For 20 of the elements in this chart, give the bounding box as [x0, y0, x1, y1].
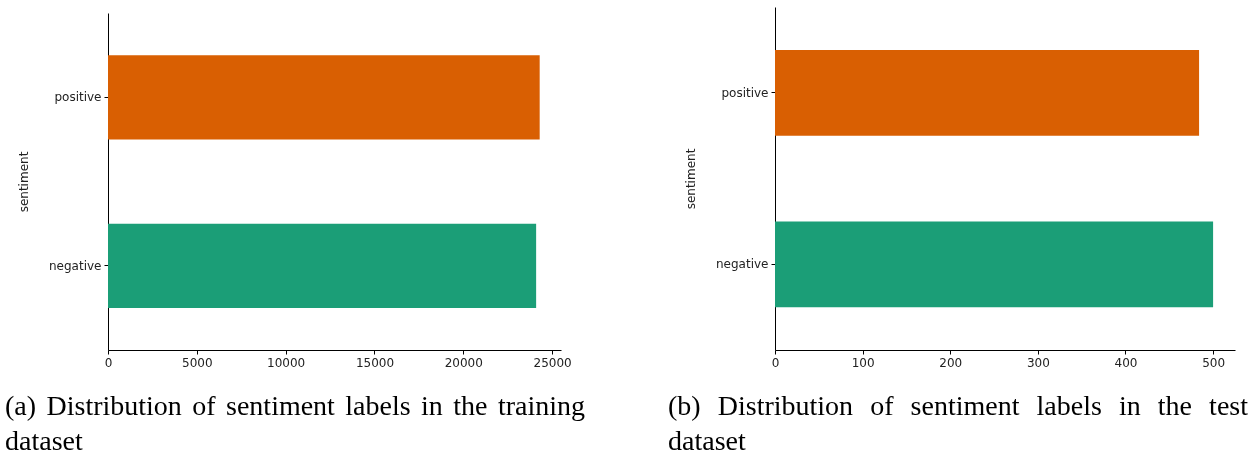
- y-axis-title: sentiment: [17, 151, 32, 213]
- x-tick-label: 5000: [182, 355, 213, 370]
- y-tick-label: negative: [49, 258, 102, 273]
- x-tick-label: 0: [771, 355, 780, 370]
- x-tick-label: 15000: [355, 355, 395, 370]
- x-tick-label: 25000: [533, 355, 572, 370]
- y-tick-label: negative: [716, 257, 769, 272]
- text: (a) Distribution of sentiment labels in the training dataset: [5, 389, 585, 458]
- y-tick-label: positive: [54, 90, 102, 105]
- x-tick-label: 400: [1114, 355, 1138, 370]
- x-tick-label: 200: [939, 355, 963, 370]
- y-axis-title: sentiment: [684, 148, 699, 210]
- x-tick-label: 500: [1202, 355, 1226, 370]
- x-tick-label: 0: [104, 355, 113, 370]
- y-tick-label: positive: [721, 85, 769, 100]
- x-tick-label: 10000: [267, 355, 306, 370]
- x-tick-label: 300: [1026, 355, 1050, 370]
- x-tick-label: 100: [851, 355, 875, 370]
- x-tick-label: 20000: [444, 355, 483, 370]
- text: (b) Distribution of sentiment labels in the test dataset: [668, 389, 1248, 458]
